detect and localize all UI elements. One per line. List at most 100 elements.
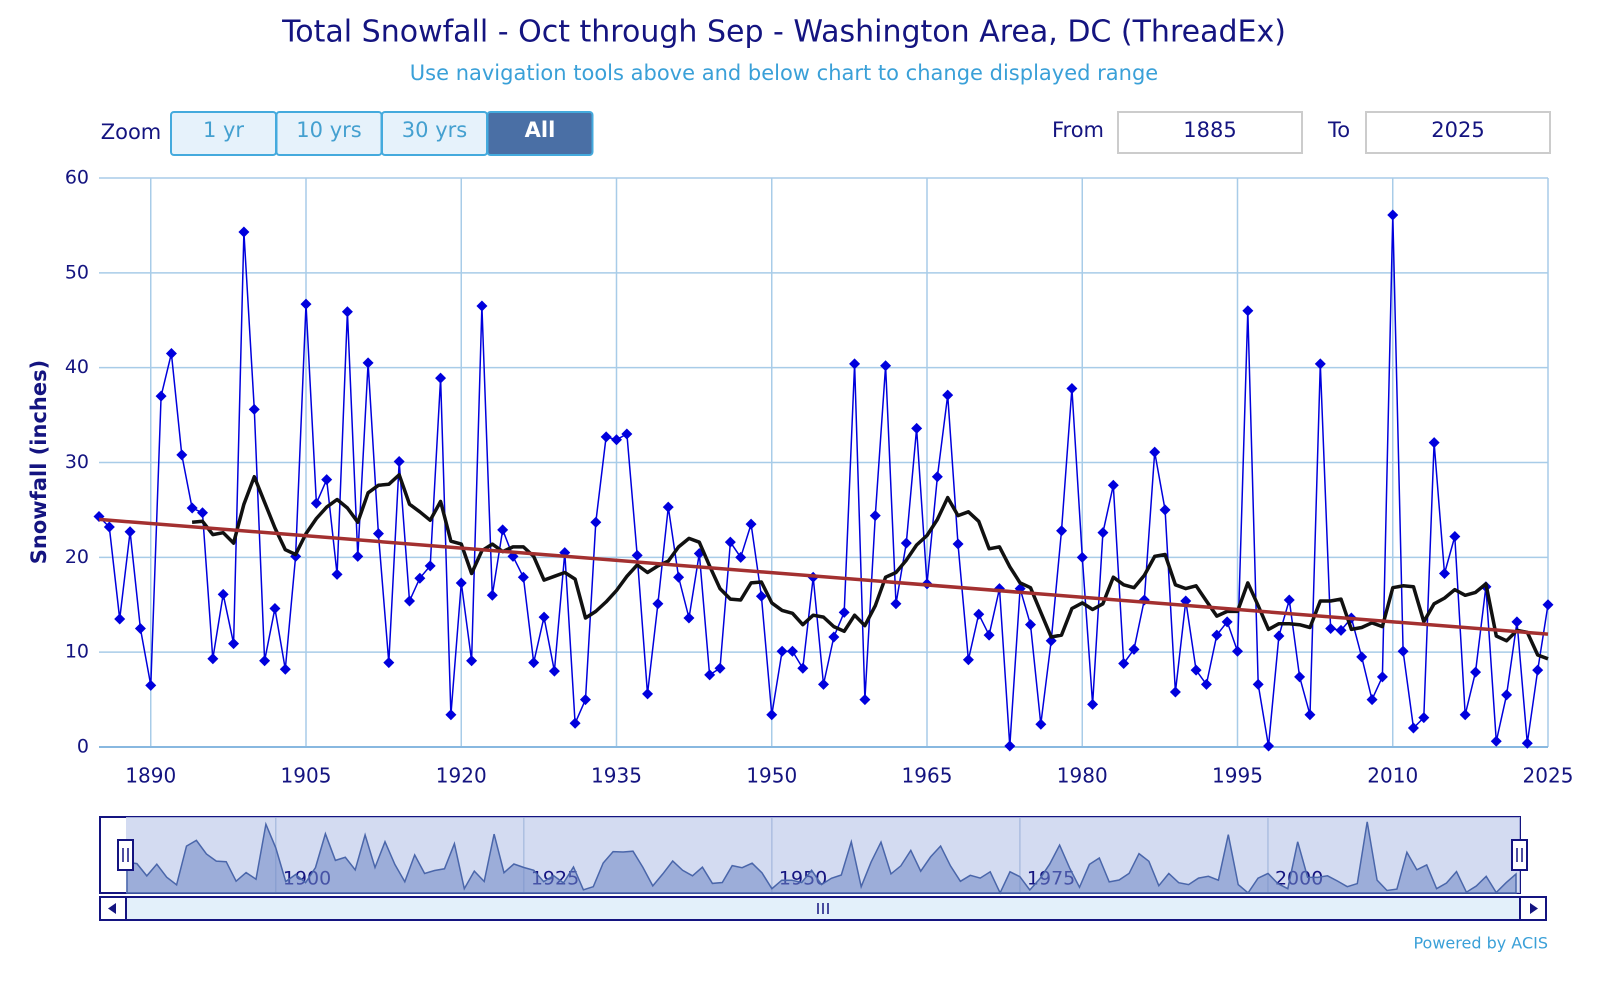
data-point[interactable] — [1407, 722, 1419, 734]
data-point[interactable] — [755, 590, 767, 602]
data-point[interactable] — [1087, 698, 1099, 710]
zoom-button-label[interactable]: 10 yrs — [296, 118, 361, 142]
data-point[interactable] — [600, 431, 612, 443]
data-point[interactable] — [818, 678, 829, 690]
to-input[interactable] — [1365, 111, 1551, 154]
data-point[interactable] — [1221, 616, 1233, 628]
data-point[interactable] — [1325, 622, 1337, 634]
data-point[interactable] — [766, 709, 778, 721]
data-point[interactable] — [1376, 671, 1388, 683]
navigator-handle-left[interactable] — [117, 839, 134, 871]
data-point[interactable] — [1397, 645, 1409, 657]
data-point[interactable] — [372, 528, 384, 540]
data-point[interactable] — [631, 549, 643, 561]
data-point[interactable] — [900, 537, 912, 549]
data-point[interactable] — [569, 717, 581, 729]
data-point[interactable] — [890, 598, 902, 610]
data-point[interactable] — [435, 372, 447, 384]
data-point[interactable] — [931, 471, 943, 483]
data-point[interactable] — [1439, 567, 1450, 579]
data-point[interactable] — [1521, 737, 1533, 749]
data-point[interactable] — [1263, 740, 1275, 752]
zoom-button[interactable] — [486, 111, 594, 156]
data-point[interactable] — [517, 571, 529, 583]
data-point[interactable] — [880, 360, 892, 372]
data-point[interactable] — [1004, 740, 1016, 752]
data-point[interactable] — [1107, 479, 1119, 491]
data-point[interactable] — [341, 306, 353, 318]
data-point[interactable] — [248, 403, 260, 415]
data-point[interactable] — [1200, 678, 1212, 690]
data-point[interactable] — [849, 358, 861, 370]
data-point[interactable] — [145, 679, 157, 691]
data-point[interactable] — [1501, 689, 1513, 701]
data-point[interactable] — [445, 709, 457, 721]
data-point[interactable] — [331, 568, 343, 580]
data-point[interactable] — [952, 538, 964, 550]
data-point[interactable] — [393, 456, 405, 468]
data-point[interactable] — [1459, 709, 1471, 721]
data-point[interactable] — [103, 521, 115, 533]
data-point[interactable] — [1118, 658, 1130, 670]
data-point[interactable] — [973, 608, 985, 620]
data-point[interactable] — [673, 571, 685, 583]
data-point[interactable] — [1294, 671, 1306, 683]
data-point[interactable] — [455, 577, 467, 589]
data-point[interactable] — [1232, 645, 1243, 657]
data-point[interactable] — [745, 518, 757, 530]
data-point[interactable] — [1211, 629, 1223, 641]
data-point[interactable] — [1066, 383, 1078, 395]
data-point[interactable] — [1169, 686, 1181, 698]
from-value[interactable]: 1885 — [1183, 118, 1236, 142]
data-point[interactable] — [1418, 712, 1430, 724]
credit[interactable]: Powered by ACIS — [1413, 934, 1548, 953]
data-point[interactable] — [1056, 525, 1068, 537]
data-point[interactable] — [1128, 643, 1140, 655]
data-point[interactable] — [869, 510, 881, 522]
data-point[interactable] — [1242, 305, 1254, 317]
data-point[interactable] — [983, 629, 995, 641]
data-point[interactable] — [424, 560, 436, 572]
data-point[interactable] — [548, 665, 560, 677]
data-point[interactable] — [786, 645, 798, 657]
data-point[interactable] — [228, 638, 240, 650]
data-point[interactable] — [797, 662, 809, 674]
data-point[interactable] — [1025, 619, 1036, 631]
data-point[interactable] — [352, 550, 364, 562]
data-point[interactable] — [1428, 437, 1440, 449]
navigator-handle-right[interactable] — [1511, 839, 1528, 871]
data-point[interactable] — [279, 663, 291, 675]
data-point[interactable] — [466, 655, 478, 667]
data-point[interactable] — [1283, 594, 1295, 606]
data-point[interactable] — [176, 449, 188, 461]
data-point[interactable] — [611, 434, 622, 446]
data-point[interactable] — [1490, 735, 1502, 747]
data-point[interactable] — [1097, 527, 1109, 539]
data-point[interactable] — [642, 688, 654, 700]
data-point[interactable] — [1314, 358, 1326, 370]
data-point[interactable] — [1449, 530, 1461, 542]
data-point[interactable] — [414, 572, 426, 584]
to-value[interactable]: 2025 — [1431, 118, 1484, 142]
data-point[interactable] — [1470, 666, 1482, 678]
data-point[interactable] — [155, 390, 167, 402]
data-point[interactable] — [114, 613, 126, 625]
data-point[interactable] — [838, 606, 850, 618]
zoom-button-label[interactable]: 1 yr — [203, 118, 244, 142]
from-input[interactable] — [1117, 111, 1303, 154]
data-point[interactable] — [134, 622, 146, 634]
data-point[interactable] — [362, 357, 374, 369]
data-point[interactable] — [1366, 694, 1378, 706]
data-point[interactable] — [486, 589, 498, 601]
data-point[interactable] — [1076, 551, 1088, 563]
data-point[interactable] — [259, 655, 271, 667]
zoom-button-label[interactable]: 30 yrs — [402, 118, 467, 142]
data-point[interactable] — [776, 645, 788, 657]
data-point[interactable] — [383, 657, 395, 669]
data-point[interactable] — [538, 611, 550, 623]
data-point[interactable] — [662, 501, 674, 513]
data-point[interactable] — [1356, 651, 1368, 663]
data-point[interactable] — [1542, 599, 1554, 611]
data-point[interactable] — [1304, 709, 1316, 721]
data-point[interactable] — [683, 612, 695, 624]
